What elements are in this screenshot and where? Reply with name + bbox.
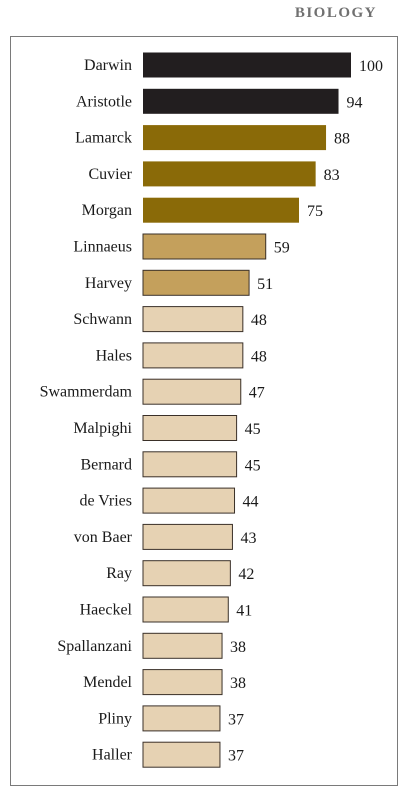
value-label-schwann: 48 — [251, 312, 267, 329]
bar-lamarck — [143, 125, 327, 151]
category-label-lamarck: Lamarck — [75, 130, 132, 147]
value-label-pliny: 37 — [228, 711, 244, 728]
category-label-malpighi: Malpighi — [73, 420, 132, 437]
value-label-swammerdam: 47 — [249, 385, 265, 402]
value-label-darwin: 100 — [359, 58, 383, 75]
category-label-darwin: Darwin — [84, 57, 132, 74]
bar-bernard — [142, 451, 238, 478]
category-label-haeckel: Haeckel — [80, 602, 133, 619]
category-label-von-baer: von Baer — [74, 529, 133, 546]
bar-pliny — [142, 705, 221, 732]
category-label-hales: Hales — [96, 347, 132, 364]
value-label-haller: 37 — [228, 748, 244, 765]
value-label-de-vries: 44 — [243, 494, 259, 511]
category-label-pliny: Pliny — [98, 710, 132, 727]
bar-schwann — [142, 306, 244, 333]
value-label-morgan: 75 — [307, 203, 323, 220]
chart-title: BIOLOGY — [294, 5, 377, 21]
value-label-malpighi: 45 — [245, 421, 261, 438]
value-label-haeckel: 41 — [236, 603, 252, 620]
bar-swammerdam — [142, 378, 242, 405]
category-label-haller: Haller — [92, 747, 133, 764]
category-label-schwann: Schwann — [73, 311, 132, 328]
category-label-de-vries: de Vries — [79, 493, 132, 510]
value-label-linnaeus: 59 — [274, 240, 290, 257]
value-label-spallanzani: 38 — [230, 639, 246, 656]
value-label-hales: 48 — [251, 348, 267, 365]
category-label-swammerdam: Swammerdam — [40, 384, 133, 401]
bar-haeckel — [142, 596, 229, 623]
bar-de-vries — [142, 487, 236, 514]
value-label-harvey: 51 — [257, 276, 273, 293]
bar-hales — [142, 342, 244, 369]
category-label-spallanzani: Spallanzani — [57, 638, 132, 655]
chart-frame — [10, 36, 398, 786]
category-label-mendel: Mendel — [83, 674, 132, 691]
category-label-linnaeus: Linnaeus — [73, 239, 132, 256]
bar-spallanzani — [142, 632, 223, 659]
bar-von-baer — [142, 523, 233, 550]
category-label-harvey: Harvey — [85, 275, 132, 292]
bar-linnaeus — [142, 233, 267, 260]
category-label-aristotle: Aristotle — [76, 93, 132, 110]
value-label-cuvier: 83 — [324, 167, 340, 184]
bar-harvey — [142, 269, 250, 296]
bar-darwin — [143, 52, 351, 78]
category-label-ray: Ray — [106, 565, 132, 582]
category-label-bernard: Bernard — [80, 456, 132, 473]
category-label-morgan: Morgan — [82, 202, 132, 219]
value-label-aristotle: 94 — [347, 94, 363, 111]
bar-malpighi — [142, 415, 238, 441]
category-label-cuvier: Cuvier — [88, 166, 132, 183]
bar-mendel — [142, 669, 223, 696]
value-label-von-baer: 43 — [240, 530, 256, 547]
value-label-bernard: 45 — [245, 457, 261, 474]
bar-aristotle — [143, 88, 339, 114]
value-label-lamarck: 88 — [334, 131, 350, 148]
bar-haller — [142, 741, 221, 768]
bar-morgan — [143, 197, 299, 223]
bar-ray — [142, 560, 231, 587]
value-label-mendel: 38 — [230, 675, 246, 692]
value-label-ray: 42 — [238, 566, 254, 583]
bar-cuvier — [143, 161, 316, 187]
